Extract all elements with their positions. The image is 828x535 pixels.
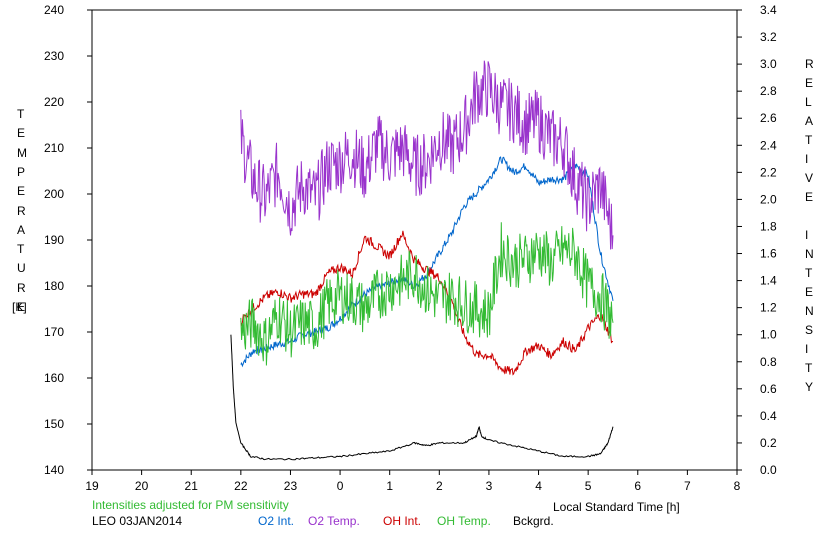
legend-item-bckgrd: Bckgrd.: [513, 514, 554, 528]
axis-label-letter: A: [17, 222, 26, 237]
axis-label-letter: V: [805, 171, 814, 185]
y-right-tick-label: 2.2: [760, 165, 777, 179]
y-axis-left: 140 150 160 170 180 190 200 210 220 230 240: [44, 3, 92, 477]
axis-label-letter: R: [17, 280, 26, 295]
x-tick-label: 0: [337, 479, 344, 493]
axis-label-letter: U: [17, 261, 26, 276]
x-tick-label: 8: [734, 479, 741, 493]
x-tick-label: 23: [284, 479, 298, 493]
legend-item-oh-int: OH Int.: [383, 514, 422, 528]
axis-label-letter: T: [805, 133, 813, 147]
axis-label-letter: R: [805, 57, 814, 71]
axis-label-letter: A: [805, 114, 814, 128]
y-right-tick-label: 0.4: [760, 409, 777, 423]
y-right-tick-label: 2.8: [760, 84, 777, 98]
series-line-oh-temp: [240, 222, 614, 366]
x-axis: 19 20 21 22 23 0 1 2 3 4 5 6 7 8: [85, 470, 741, 493]
y-left-tick-label: 220: [44, 95, 64, 109]
y-right-tick-label: 1.0: [760, 328, 777, 342]
axis-label-letter: E: [805, 76, 814, 90]
x-tick-label: 5: [585, 479, 592, 493]
axis-label-letter: T: [17, 242, 25, 257]
axis-label-letter: E: [805, 285, 814, 299]
y-left-tick-label: 140: [44, 463, 64, 477]
legend-item-o2-temp: O2 Temp.: [308, 514, 360, 528]
y-left-tick-label: 240: [44, 3, 64, 17]
y-right-tick-label: 2.0: [760, 192, 777, 206]
y-right-tick-label: 1.6: [760, 247, 777, 261]
y-right-tick-label: 2.6: [760, 111, 777, 125]
y-left-tick-label: 190: [44, 233, 64, 247]
axis-label-letter: N: [805, 304, 814, 318]
y-left-tick-label: 160: [44, 371, 64, 385]
y-right-tick-label: 1.2: [760, 301, 777, 315]
y-right-tick-label: 1.8: [760, 219, 777, 233]
axis-label-letter: E: [17, 184, 26, 199]
y-right-tick-label: 0.8: [760, 355, 777, 369]
x-tick-label: 20: [135, 479, 149, 493]
axis-label-letter: E: [805, 190, 814, 204]
axis-label-letter: E: [17, 300, 26, 314]
y-left-tick-label: 200: [44, 187, 64, 201]
x-tick-label: 1: [386, 479, 393, 493]
legend-item-oh-temp: OH Temp.: [437, 514, 491, 528]
x-tick-label: 6: [634, 479, 641, 493]
axis-label-letter: Y: [805, 380, 814, 394]
x-tick-label: 21: [185, 479, 199, 493]
x-tick-label: 2: [436, 479, 443, 493]
series-line-o2-temp: [240, 60, 614, 250]
y-left-tick-label: 170: [44, 325, 64, 339]
y-right-tick-label: 0.6: [760, 382, 777, 396]
y-right-tick-label: 3.0: [760, 57, 777, 71]
y-right-tick-label: 2.4: [760, 138, 777, 152]
axis-label-letter: N: [805, 247, 814, 261]
y-right-tick-label: 0.2: [760, 436, 777, 450]
y-left-tick-label: 210: [44, 141, 64, 155]
x-tick-label: 3: [486, 479, 493, 493]
site-date: LEO 03JAN2014: [92, 514, 183, 528]
axis-label-letter: T: [17, 107, 25, 121]
x-tick-label: 4: [535, 479, 542, 493]
x-axis-label: Local Standard Time [h]: [553, 500, 680, 514]
axis-label-letter: I: [805, 152, 809, 166]
legend-item-o2-int: O2 Int.: [258, 514, 295, 528]
axis-label-letter: T: [805, 361, 813, 375]
y-right-tick-label: 0.0: [760, 463, 777, 477]
axis-label-letter: P: [17, 164, 26, 179]
axis-label-letter: T: [805, 266, 813, 280]
y-left-tick-label: 230: [44, 49, 64, 63]
series-layer: [230, 60, 614, 461]
pm-note: Intensities adjusted for PM sensitivity: [92, 498, 289, 512]
axis-label-letter: S: [805, 323, 814, 337]
y-left-tick-label: 150: [44, 417, 64, 431]
series-line-oh-int: [240, 230, 614, 376]
series-line-bckgrd: [230, 334, 614, 461]
axis-label-letter: I: [805, 228, 809, 242]
y-right-tick-label: 3.4: [760, 3, 777, 17]
x-tick-label: 7: [684, 479, 691, 493]
axis-label-letter: R: [17, 203, 26, 218]
y-right-tick-label: 1.4: [760, 274, 777, 288]
series-line-o2-int: [240, 156, 614, 368]
y-axis-right: 0.0 0.2 0.4 0.6 0.8 1.0 1.2 1.4 1.6 1.8 2.0 2.2 2.4 2…: [737, 3, 777, 477]
axis-label-letter: E: [17, 126, 26, 141]
axis-label-letter: I: [805, 342, 809, 356]
y-axis-left-unit: [K]: [12, 300, 27, 314]
axis-label-letter: M: [17, 145, 27, 160]
x-tick-label: 19: [85, 479, 99, 493]
x-tick-label: 22: [234, 479, 248, 493]
axis-label-letter: L: [805, 95, 812, 109]
plot-frame: [91, 9, 738, 471]
y-right-tick-label: 3.2: [760, 30, 777, 44]
y-left-tick-label: 180: [44, 279, 64, 293]
